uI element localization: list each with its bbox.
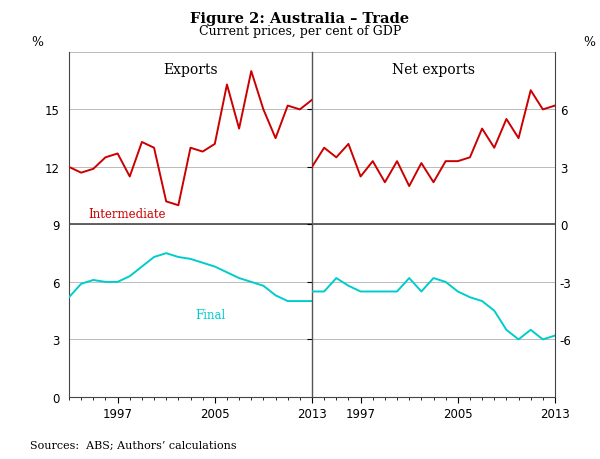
Text: %: %: [31, 36, 43, 49]
Text: Sources:  ABS; Authors’ calculations: Sources: ABS; Authors’ calculations: [30, 440, 236, 450]
Text: %: %: [583, 36, 595, 49]
Text: Intermediate: Intermediate: [88, 208, 166, 221]
Text: Current prices, per cent of GDP: Current prices, per cent of GDP: [199, 25, 401, 38]
Text: Exports: Exports: [163, 63, 218, 77]
Text: Final: Final: [196, 308, 226, 321]
Text: Figure 2: Australia – Trade: Figure 2: Australia – Trade: [190, 11, 410, 25]
Text: Net exports: Net exports: [392, 63, 475, 77]
